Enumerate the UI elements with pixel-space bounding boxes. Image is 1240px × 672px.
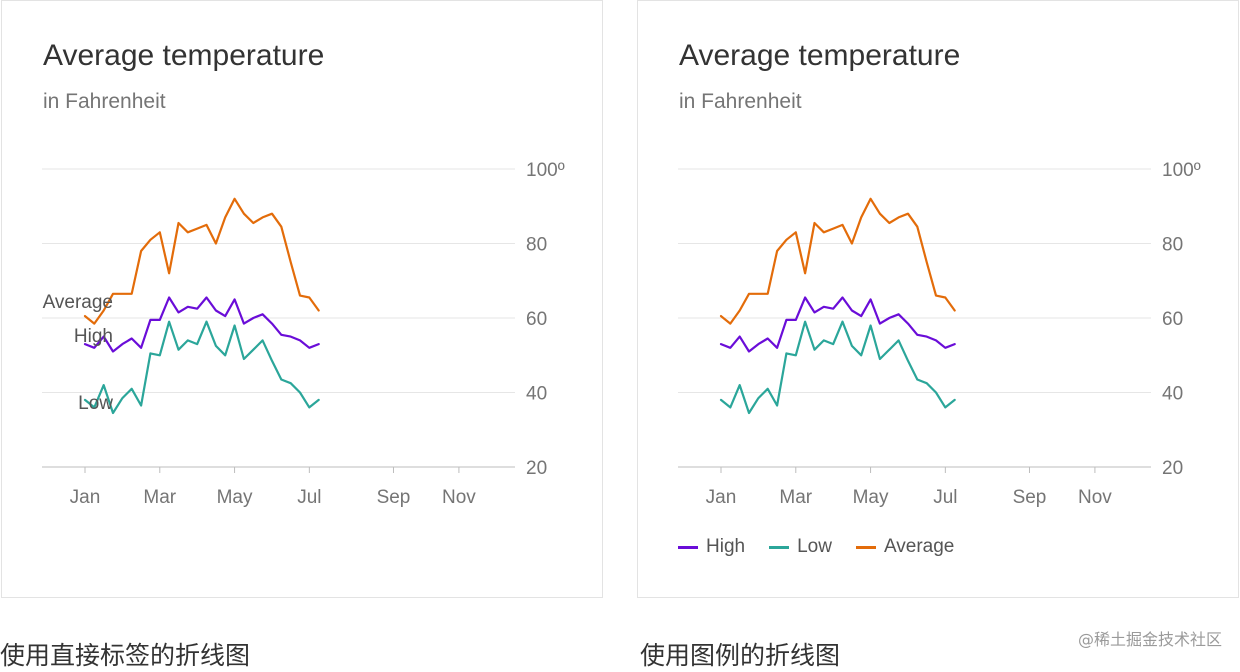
x-tick-label: Jul: [933, 487, 957, 508]
y-tick-label: 80: [1162, 235, 1183, 256]
y-tick-label: 20: [1162, 458, 1183, 479]
x-tick-label: Nov: [442, 487, 476, 508]
x-tick-label: May: [217, 487, 253, 508]
legend-item-low: Low: [769, 536, 832, 558]
y-tick-label: 40: [526, 384, 547, 405]
y-tick-label: 80: [526, 235, 547, 256]
x-tick-label: Mar: [779, 487, 812, 508]
x-tick-label: Mar: [143, 487, 176, 508]
watermark: @稀土掘金技术社区: [1077, 630, 1222, 649]
line-chart-with-legend: 20 40 60 80 100º Jan Mar May Jul Sep Nov: [678, 160, 1201, 508]
chart-card-legend: Average temperature in Fahrenheit 20 40 60…: [637, 0, 1239, 598]
legend-label-average: Average: [883, 536, 955, 557]
series-line-low: [83, 320, 320, 415]
x-tick-label: Sep: [377, 487, 411, 508]
chart-title: Average temperature: [43, 39, 325, 72]
x-tick-label: Nov: [1078, 487, 1112, 508]
direct-label-average: Average: [43, 292, 113, 313]
x-tick-label: Jan: [706, 487, 737, 508]
y-tick-label: 20: [526, 458, 547, 479]
x-tick-label: Jul: [297, 487, 321, 508]
y-tick-label: 40: [1162, 384, 1183, 405]
caption-legend: 使用图例的折线图: [640, 641, 841, 670]
chart-card-direct-labels: Average temperature in Fahrenheit 20 40 60…: [1, 0, 603, 598]
chart-subtitle: in Fahrenheit: [679, 90, 802, 113]
caption-direct-labels: 使用直接标签的折线图: [0, 641, 251, 670]
x-tick-label: Sep: [1013, 487, 1047, 508]
y-tick-label: 60: [1162, 309, 1183, 330]
series-line-high: [719, 296, 956, 353]
direct-label-low: Low: [78, 393, 113, 414]
legend-label-low: Low: [797, 536, 832, 557]
series-line-average: [719, 197, 956, 325]
legend-label-high: High: [706, 536, 746, 557]
x-tick-label: Jan: [70, 487, 101, 508]
legend-swatch-high: [678, 545, 698, 549]
y-tick-label: 100º: [1162, 160, 1201, 181]
x-tick-label: May: [853, 487, 889, 508]
y-tick-label: 100º: [526, 160, 565, 181]
series-line-average: [83, 197, 320, 325]
legend-swatch-average: [855, 545, 876, 549]
legend-swatch-low: [769, 545, 790, 549]
legend-item-average: Average: [855, 536, 955, 558]
line-chart-direct-labels: 20 40 60 80 100º Jan Mar May Jul Sep Nov High Low Ave…: [42, 160, 565, 508]
chart-subtitle: in Fahrenheit: [43, 90, 166, 113]
chart-title: Average temperature: [679, 39, 961, 72]
chart-legend: High Low Average: [678, 534, 954, 560]
series-line-low: [719, 320, 956, 415]
series-line-high: [83, 296, 320, 353]
y-tick-label: 60: [526, 309, 547, 330]
legend-item-high: High: [678, 536, 745, 558]
direct-label-high: High: [74, 326, 113, 347]
